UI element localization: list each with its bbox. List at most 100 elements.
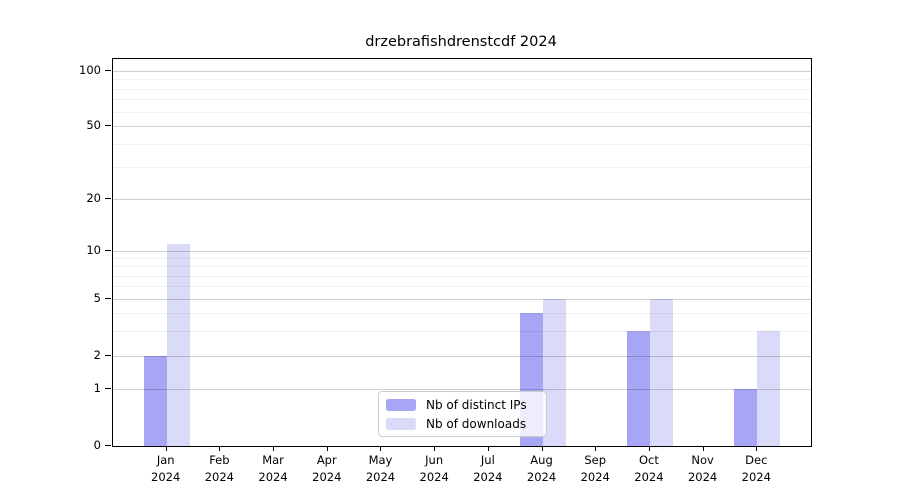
- x-axis-tick-label: Feb 2024: [187, 452, 251, 486]
- y-axis-tick-label: 50: [86, 118, 101, 132]
- y-axis-tick-label: 100: [79, 63, 101, 77]
- x-tick-mark-jun: [434, 446, 436, 451]
- x-tick-mark-feb: [219, 446, 221, 451]
- x-axis-tick-label: Oct 2024: [617, 452, 681, 486]
- y-axis-tick-label: 10: [86, 243, 101, 257]
- y-axis-tick-label: 1: [93, 381, 101, 395]
- bar-downloads-jan: [166, 243, 190, 446]
- x-axis-tick-label: Aug 2024: [510, 452, 574, 486]
- x-tick-mark-aug: [541, 446, 543, 451]
- bar-distinct-ips-jan: [143, 356, 167, 446]
- x-tick-mark-dec: [756, 446, 758, 451]
- x-tick-month: Sep: [584, 453, 607, 467]
- y-tick-mark-100: [105, 70, 111, 71]
- legend-label: Nb of downloads: [426, 416, 527, 431]
- plot-area: [112, 58, 812, 447]
- x-tick-year: 2024: [258, 470, 288, 484]
- y-tick-mark-5: [105, 298, 111, 299]
- y-tick-mark-1: [105, 388, 111, 389]
- x-tick-mark-nov: [702, 446, 704, 451]
- major-gridline-5: [113, 299, 811, 300]
- x-tick-mark-oct: [648, 446, 650, 451]
- major-gridline-1: [113, 389, 811, 390]
- minor-gridline-9: [113, 258, 811, 260]
- legend-item-distinct-ips: Nb of distinct IPs: [386, 397, 537, 412]
- x-tick-year: 2024: [687, 470, 718, 484]
- x-tick-month: May: [368, 453, 393, 467]
- x-axis-tick-label: Jun 2024: [402, 452, 466, 486]
- minor-gridline-80: [113, 88, 811, 90]
- x-tick-month: Mar: [262, 453, 284, 467]
- minor-gridline-90: [113, 79, 811, 81]
- legend-swatch-downloads: [386, 417, 416, 430]
- bar-distinct-ips-dec: [734, 389, 758, 446]
- minor-gridline-70: [113, 99, 811, 101]
- y-axis-tick-label: 20: [86, 191, 101, 205]
- x-tick-year: 2024: [365, 470, 396, 484]
- x-tick-year: 2024: [151, 470, 181, 484]
- y-axis-tick-label: 2: [93, 348, 101, 362]
- x-tick-month: Apr: [316, 453, 337, 467]
- minor-gridline-8: [113, 266, 811, 268]
- x-tick-year: 2024: [312, 470, 342, 484]
- bar-downloads-dec: [757, 330, 781, 446]
- x-axis-tick-label: Sep 2024: [563, 452, 627, 486]
- x-tick-mark-mar: [273, 446, 275, 451]
- x-tick-month: Nov: [691, 453, 714, 467]
- legend: Nb of distinct IPs Nb of downloads: [378, 391, 547, 437]
- bar-downloads-aug: [542, 299, 566, 446]
- minor-gridline-3: [113, 330, 811, 332]
- bar-downloads-oct: [649, 299, 673, 446]
- chart-title: drzebrafishdrenstcdf 2024: [365, 34, 557, 50]
- y-tick-mark-2: [105, 355, 111, 356]
- x-tick-mark-jan: [165, 446, 167, 451]
- x-tick-year: 2024: [473, 470, 503, 484]
- legend-swatch-distinct-ips: [386, 398, 416, 411]
- major-gridline-20: [113, 199, 811, 200]
- y-tick-mark-50: [105, 125, 111, 126]
- y-tick-mark-20: [105, 198, 111, 199]
- x-tick-month: Oct: [638, 453, 659, 467]
- x-axis-tick-label: Apr 2024: [295, 452, 359, 486]
- x-tick-mark-apr: [326, 446, 328, 451]
- x-tick-year: 2024: [580, 470, 610, 484]
- y-axis-tick-label: 0: [93, 438, 101, 452]
- x-tick-month: Feb: [209, 453, 230, 467]
- minor-gridline-6: [113, 286, 811, 288]
- x-tick-month: Jul: [480, 453, 495, 467]
- major-gridline-10: [113, 251, 811, 252]
- x-axis-tick-label: Mar 2024: [241, 452, 305, 486]
- x-tick-mark-sep: [595, 446, 597, 451]
- x-tick-month: Jan: [156, 453, 175, 467]
- bar-distinct-ips-oct: [626, 330, 650, 446]
- y-axis-tick-label: 5: [93, 291, 101, 305]
- x-tick-mark-jul: [487, 446, 489, 451]
- x-axis-tick-label: Jul 2024: [456, 452, 520, 486]
- x-tick-month: Jun: [425, 453, 444, 467]
- y-tick-mark-0: [105, 445, 111, 446]
- x-tick-year: 2024: [526, 470, 557, 484]
- x-axis-tick-label: Jan 2024: [134, 452, 198, 486]
- x-axis-tick-label: Nov 2024: [671, 452, 735, 486]
- major-gridline-2: [113, 356, 811, 357]
- major-gridline-100: [113, 71, 811, 72]
- minor-gridline-60: [113, 111, 811, 113]
- legend-item-downloads: Nb of downloads: [386, 416, 537, 431]
- x-tick-mark-may: [380, 446, 382, 451]
- minor-gridline-7: [113, 275, 811, 277]
- x-axis-tick-label: Dec 2024: [724, 452, 788, 486]
- x-tick-year: 2024: [634, 470, 664, 484]
- x-tick-year: 2024: [419, 470, 449, 484]
- x-tick-month: Dec: [745, 453, 768, 467]
- x-tick-year: 2024: [741, 470, 771, 484]
- minor-gridline-40: [113, 143, 811, 145]
- y-tick-mark-10: [105, 250, 111, 251]
- major-gridline-50: [113, 126, 811, 127]
- x-tick-month: Aug: [530, 453, 553, 467]
- minor-gridline-30: [113, 166, 811, 168]
- minor-gridline-4: [113, 312, 811, 314]
- x-tick-year: 2024: [204, 470, 235, 484]
- x-axis-tick-label: May 2024: [348, 452, 412, 486]
- legend-label: Nb of distinct IPs: [426, 397, 527, 412]
